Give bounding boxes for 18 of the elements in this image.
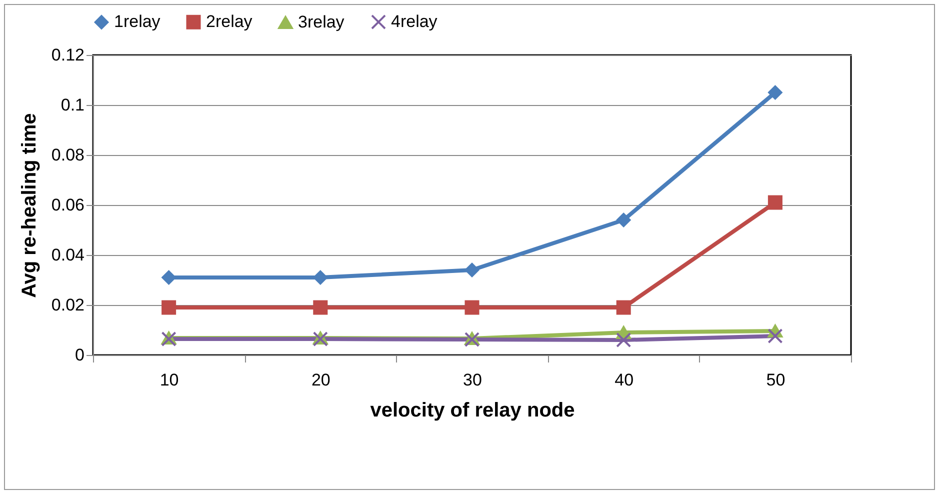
legend-label: 3relay	[298, 12, 345, 32]
legend-label: 1relay	[114, 12, 161, 32]
legend-label: 4relay	[391, 12, 438, 31]
y-tick-label: 0.06	[51, 196, 84, 214]
x-tick-label: 10	[160, 370, 179, 390]
x-axis-title: velocity of relay node	[370, 400, 575, 422]
x-tick-label: 20	[311, 370, 330, 390]
legend-label: 2relay	[206, 12, 253, 32]
y-tick-label: 0.1	[60, 96, 84, 114]
y-tick-label: 0	[75, 346, 84, 364]
y-tick-label: 0.08	[51, 146, 84, 164]
y-axis-title: Avg re-healing time	[18, 113, 40, 298]
x-tick-label: 50	[766, 370, 786, 390]
y-tick-label: 0.04	[51, 246, 84, 264]
y-tick-label: 0.02	[51, 296, 84, 314]
x-tick-label: 30	[463, 370, 482, 390]
x-tick-label: 40	[614, 370, 634, 390]
y-tick-label: 0.12	[51, 46, 84, 64]
